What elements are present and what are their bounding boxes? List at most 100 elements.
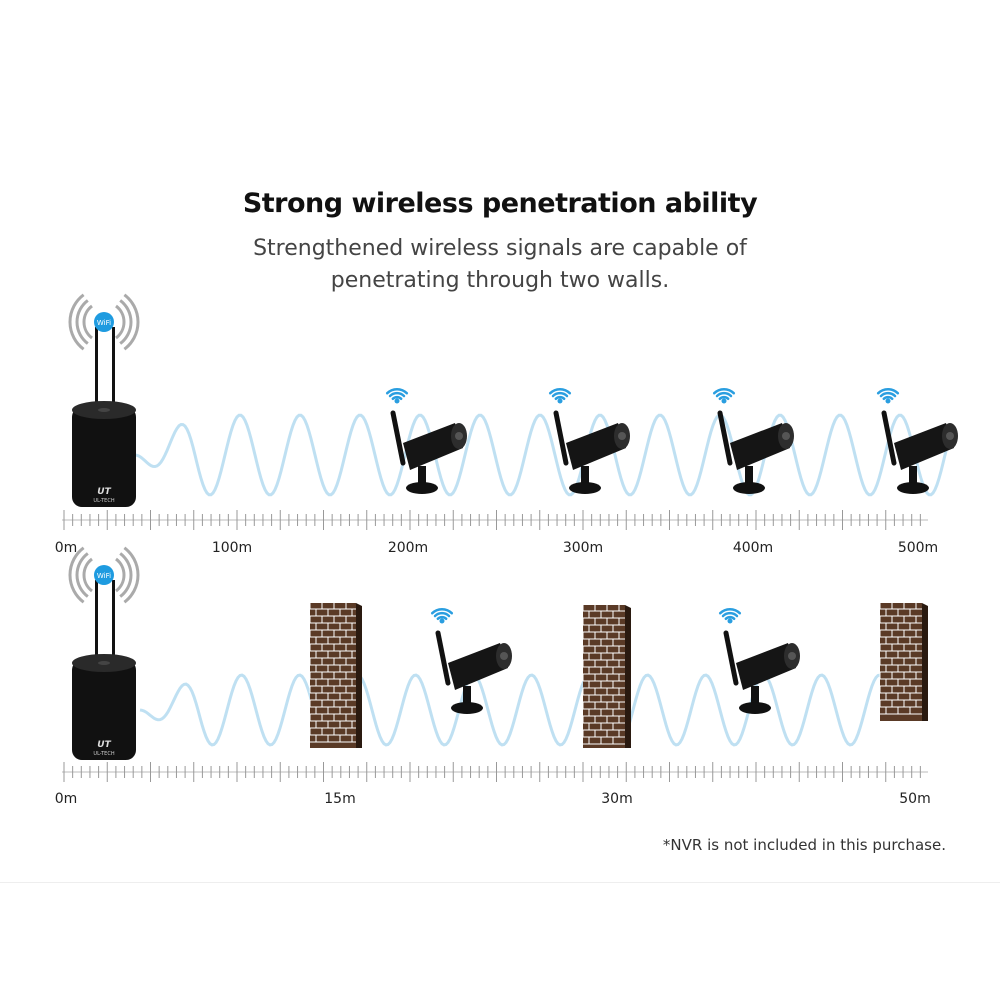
camera-base — [569, 482, 601, 494]
wifi-badge-text: WiFi — [97, 572, 111, 580]
camera-body — [566, 423, 626, 470]
camera-antenna — [553, 410, 569, 466]
camera-base — [739, 702, 771, 714]
wifi-dot — [439, 618, 445, 624]
subtitle-line-2: penetrating through two walls. — [330, 268, 670, 293]
wifi-arc — [879, 391, 897, 398]
signal-arc-left — [75, 552, 89, 598]
nvr-body — [72, 407, 136, 507]
camera-base — [897, 482, 929, 494]
signal-arc-left — [68, 546, 85, 604]
camera-lens — [946, 432, 954, 440]
wifi-dot — [557, 398, 563, 404]
wifi-badge-text: WiFi — [97, 319, 111, 327]
brick-wall — [582, 604, 631, 748]
camera-lens — [788, 652, 796, 660]
camera-row1 — [712, 388, 794, 494]
antenna — [112, 327, 115, 402]
wifi-arc — [724, 615, 736, 621]
wifi-arc — [433, 611, 451, 618]
wifi-dot — [885, 398, 891, 404]
wifi-arc — [548, 388, 572, 395]
camera-base — [733, 482, 765, 494]
scale-label: 0m — [54, 540, 78, 556]
camera-mount — [909, 466, 917, 484]
nvr-button — [98, 408, 110, 412]
camera-row2 — [718, 608, 800, 714]
signal-arc-right — [115, 304, 126, 340]
wifi-arc — [718, 608, 742, 615]
camera-body — [448, 643, 508, 690]
wifi-arc — [554, 395, 566, 401]
wifi-arc — [715, 391, 733, 398]
wifi-arc — [718, 395, 730, 401]
camera-mount — [745, 466, 753, 484]
scale-label: 300m — [562, 540, 604, 556]
page-title: Strong wireless penetration ability — [242, 188, 758, 219]
wifi-badge-icon — [94, 565, 114, 585]
scale-label: 400m — [732, 540, 774, 556]
signal-arc-right — [123, 293, 140, 351]
wifi-arc — [436, 615, 448, 621]
camera-antenna — [390, 410, 406, 466]
logo-ul-tech: UL-TECH — [93, 498, 114, 504]
signal-wave-open-air — [134, 413, 951, 497]
camera-mount — [751, 686, 759, 704]
scale-label: 50m — [899, 791, 931, 807]
wifi-arc — [721, 611, 739, 618]
signal-arc-left — [68, 293, 85, 351]
signal-arc-left — [75, 299, 89, 345]
scale-label: 200m — [387, 540, 429, 556]
wifi-arc — [430, 608, 454, 615]
camera-lens — [500, 652, 508, 660]
camera-lens — [782, 432, 790, 440]
wifi-arc — [882, 395, 894, 401]
camera-row1 — [548, 388, 630, 494]
nvr-button — [98, 661, 110, 665]
wall-face — [583, 605, 625, 748]
nvr-body — [72, 660, 136, 760]
footnote: *NVR is not included in this purchase. — [662, 836, 946, 854]
logo-ut: UT — [97, 487, 111, 497]
signal-arc-right — [119, 299, 133, 345]
camera-antenna — [881, 410, 897, 466]
logo-ut: UT — [97, 740, 111, 750]
signal-arc-right — [115, 557, 126, 593]
wifi-arc — [391, 395, 403, 401]
wifi-arc — [551, 391, 569, 398]
divider — [0, 882, 1000, 883]
antenna — [95, 580, 98, 655]
camera-antenna — [717, 410, 733, 466]
wall-side — [356, 603, 362, 748]
camera-row2 — [430, 608, 512, 714]
wifi-dot — [721, 398, 727, 404]
camera-base — [406, 482, 438, 494]
camera-row1 — [385, 388, 467, 494]
camera-base — [451, 702, 483, 714]
scale-label: 15m — [324, 791, 356, 807]
camera-antenna — [435, 630, 451, 686]
wall-side — [625, 605, 631, 748]
antenna — [112, 580, 115, 655]
wifi-arc — [712, 388, 736, 395]
camera-mount — [581, 466, 589, 484]
camera-body — [403, 423, 463, 470]
signal-arc-left — [82, 304, 93, 340]
brick-wall — [879, 602, 928, 721]
signal-arc-right — [119, 552, 133, 598]
scale-label: 100m — [211, 540, 253, 556]
wall-side — [922, 603, 928, 721]
wifi-arc — [385, 388, 409, 395]
camera-lens — [618, 432, 626, 440]
camera-lens — [455, 432, 463, 440]
scale-label: 500m — [897, 540, 939, 556]
wifi-dot — [727, 618, 733, 624]
scale-label: 0m — [54, 791, 78, 807]
logo-ul-tech: UL-TECH — [93, 751, 114, 757]
camera-mount — [463, 686, 471, 704]
camera-body — [894, 423, 954, 470]
